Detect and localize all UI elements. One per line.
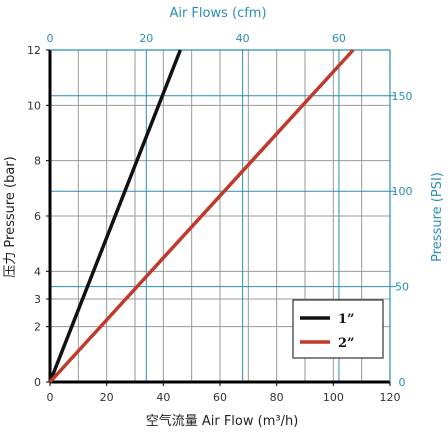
- series-line-2: [48, 48, 355, 384]
- legend-label-2-inch: 2”: [338, 336, 355, 351]
- axis-titles: 空气流量 Air Flow (m³/h) Air Flows (cfm) 压力 …: [3, 6, 445, 429]
- y-tick-label: 12: [27, 44, 41, 57]
- x-tick-label: 100: [323, 391, 344, 404]
- legend: 1” 2”: [292, 299, 384, 359]
- top-axis-title: Air Flows (cfm): [169, 6, 266, 21]
- cfm-tick-label: 0: [47, 32, 54, 45]
- y-tick-label: 8: [34, 155, 41, 168]
- psi-tick-label: 50: [395, 281, 409, 294]
- y-tick-label: 3: [34, 293, 41, 306]
- cfm-tick-label: 60: [332, 32, 346, 45]
- psi-tick-label: 0: [399, 376, 406, 389]
- series-line-1: [48, 49, 182, 383]
- x-tick-label: 0: [47, 391, 54, 404]
- y-tick-label: 10: [27, 99, 41, 112]
- right-axis-title: Pressure (PSI): [430, 172, 445, 262]
- x-tick-label: 120: [380, 391, 401, 404]
- cfm-tick-label: 20: [139, 32, 153, 45]
- y-tick-label: 6: [34, 210, 41, 223]
- axes: [46, 49, 391, 386]
- y-axis-title: 压力 Pressure (bar): [3, 156, 18, 277]
- y-tick-label: 4: [34, 265, 41, 278]
- psi-tick-label: 100: [392, 185, 413, 198]
- y-tick-label: 2: [34, 321, 41, 334]
- cfm-tick-label: 40: [236, 32, 250, 45]
- x-tick-label: 80: [270, 391, 284, 404]
- x-tick-label: 40: [156, 391, 170, 404]
- x-axis-title: 空气流量 Air Flow (m³/h): [146, 413, 299, 429]
- x-tick-label: 60: [213, 391, 227, 404]
- y-tick-label: 0: [34, 376, 41, 389]
- x-tick-label: 20: [100, 391, 114, 404]
- legend-box: [292, 299, 384, 359]
- series-lines: [48, 48, 355, 384]
- legend-label-1-inch: 1”: [338, 312, 355, 327]
- psi-tick-label: 150: [392, 90, 413, 103]
